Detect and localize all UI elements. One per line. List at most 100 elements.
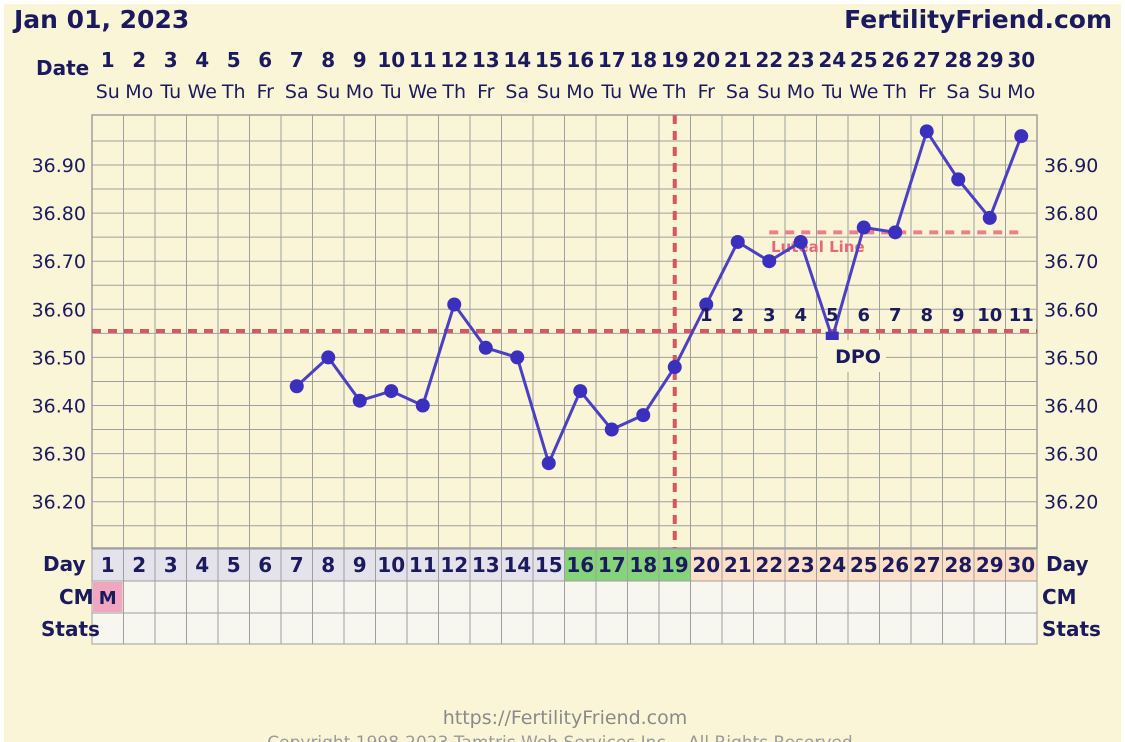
date-weekday: We xyxy=(629,81,658,103)
y-tick-label: 36.70 xyxy=(1044,251,1098,273)
date-day-number: 1 xyxy=(101,48,115,72)
date-weekday: Sa xyxy=(726,81,750,103)
day-cell-number: 2 xyxy=(132,553,146,577)
day-cell-number: 6 xyxy=(258,553,272,577)
day-row-label-right: Day xyxy=(1046,552,1089,576)
dpo-number: 3 xyxy=(763,305,776,326)
temperature-point xyxy=(510,350,525,365)
day-cell xyxy=(910,548,943,582)
day-cell-number: 28 xyxy=(944,553,972,577)
date-weekday: We xyxy=(188,81,217,103)
date-day-number: 5 xyxy=(227,48,241,72)
day-row-label-left: Day xyxy=(43,552,86,576)
date-day-number: 15 xyxy=(535,48,563,72)
date-weekday: Su xyxy=(316,81,340,103)
y-tick-label: 36.80 xyxy=(32,203,86,225)
stats-cell xyxy=(375,612,408,645)
day-cell-number: 29 xyxy=(976,553,1004,577)
date-weekday: Th xyxy=(221,81,246,103)
day-cell xyxy=(312,548,345,582)
day-cell-number: 10 xyxy=(377,553,405,577)
temperature-point xyxy=(888,225,903,240)
date-day-number: 14 xyxy=(503,48,531,72)
y-tick-label: 36.80 xyxy=(1044,203,1098,225)
day-cell xyxy=(879,548,912,582)
stats-cell xyxy=(690,612,723,645)
cm-cell xyxy=(753,580,786,614)
cm-cell xyxy=(1005,580,1038,614)
temperature-point xyxy=(856,220,871,235)
date-weekday: Su xyxy=(757,81,781,103)
date-day-number: 21 xyxy=(724,48,752,72)
cm-cell xyxy=(627,580,660,614)
day-cell xyxy=(1005,548,1038,582)
date-weekday: Su xyxy=(96,81,120,103)
day-cell xyxy=(564,548,597,582)
dpo-number: 8 xyxy=(920,305,933,326)
temperature-point xyxy=(636,408,651,423)
cm-row-label-right: CM xyxy=(1042,585,1077,609)
date-day-number: 11 xyxy=(409,48,437,72)
stats-row-label-right: Stats xyxy=(1042,617,1101,641)
cm-cell xyxy=(721,580,754,614)
cm-row-label-left: CM xyxy=(59,585,94,609)
date-weekday: Mo xyxy=(346,81,374,103)
day-cell-number: 20 xyxy=(692,553,720,577)
date-day-number: 13 xyxy=(472,48,500,72)
y-tick-label: 36.20 xyxy=(1044,492,1098,514)
y-tick-label: 36.40 xyxy=(1044,396,1098,418)
day-cell-number: 16 xyxy=(566,553,594,577)
day-cell-number: 3 xyxy=(164,553,178,577)
date-day-number: 24 xyxy=(818,48,846,72)
cm-cell xyxy=(375,580,408,614)
y-tick-label: 36.90 xyxy=(1044,155,1098,177)
date-day-number: 17 xyxy=(598,48,626,72)
reference-lines xyxy=(92,115,1037,548)
cm-cell xyxy=(879,580,912,614)
day-cell-number: 30 xyxy=(1007,553,1035,577)
date-weekday: Sa xyxy=(505,81,529,103)
cm-cell xyxy=(501,580,534,614)
temperature-point xyxy=(384,384,399,399)
date-weekday: Fr xyxy=(918,81,936,103)
date-weekday: Sa xyxy=(946,81,970,103)
date-day-number: 16 xyxy=(566,48,594,72)
date-day-number: 7 xyxy=(290,48,304,72)
y-tick-label: 36.60 xyxy=(32,299,86,321)
cm-cell xyxy=(123,580,156,614)
dpo-number: 1 xyxy=(700,305,713,326)
date-day-number: 3 xyxy=(164,48,178,72)
footer-url[interactable]: https://FertilityFriend.com xyxy=(443,707,688,729)
date-day-number: 2 xyxy=(132,48,146,72)
date-row-label: Date xyxy=(36,56,89,80)
dpo-number: 7 xyxy=(889,305,902,326)
day-cell-number: 27 xyxy=(913,553,941,577)
cm-cell xyxy=(564,580,597,614)
cm-value: M xyxy=(99,588,117,609)
temperature-point xyxy=(289,379,304,394)
cm-cell xyxy=(280,580,313,614)
y-tick-label: 36.50 xyxy=(1044,347,1098,369)
stats-cell xyxy=(217,612,250,645)
stats-cell xyxy=(627,612,660,645)
temperature-point xyxy=(415,398,430,413)
stats-cell xyxy=(154,612,187,645)
day-cell-number: 1 xyxy=(101,553,115,577)
stats-row-label-left: Stats xyxy=(41,617,100,641)
day-cell-number: 5 xyxy=(227,553,241,577)
stats-cell xyxy=(123,612,156,645)
bottom-table: 1 2 3 4 5 6 7 8 9 10 11 12 13 14 15 16 17 18 19 20 21 22 23 24 2… xyxy=(91,548,1038,645)
date-day-number: 18 xyxy=(629,48,657,72)
date-weekday: Fr xyxy=(477,81,495,103)
stats-cell xyxy=(249,612,282,645)
stats-cell xyxy=(595,612,628,645)
stats-cell xyxy=(186,612,219,645)
cm-cell xyxy=(154,580,187,614)
stats-cell xyxy=(753,612,786,645)
day-cell-number: 4 xyxy=(195,553,209,577)
cm-cell xyxy=(312,580,345,614)
cm-cell xyxy=(249,580,282,614)
stats-cell xyxy=(1005,612,1038,645)
temperature-point xyxy=(699,297,714,312)
date-day-number: 20 xyxy=(692,48,720,72)
